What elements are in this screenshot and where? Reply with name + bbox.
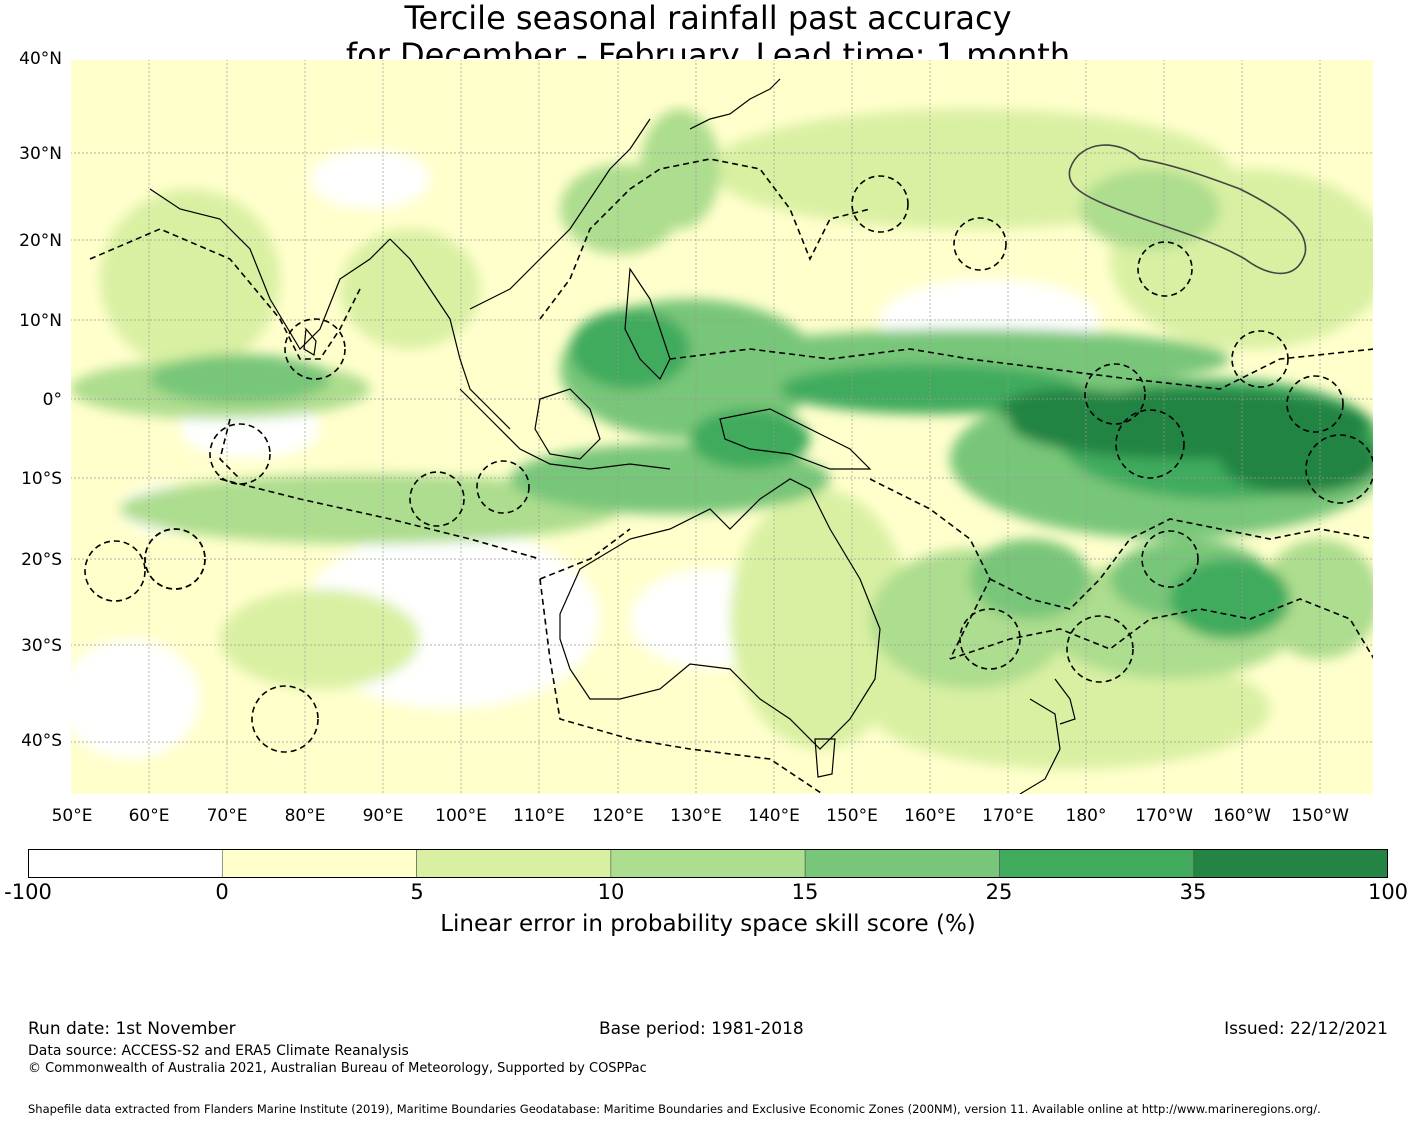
- colorbar-segment: [610, 849, 806, 878]
- japan-coastline: [689, 78, 781, 130]
- eez-east-asia: [539, 158, 871, 320]
- colorbar-segment: [804, 849, 1000, 878]
- lat-label-20n: 20°N: [19, 231, 62, 251]
- eez-island-circle: [851, 175, 909, 233]
- lon-label-170w: 170°W: [1135, 806, 1193, 826]
- colorbar-segment: [28, 849, 223, 878]
- lon-label-160w: 160°W: [1213, 806, 1271, 826]
- lon-label-120e: 120°E: [592, 806, 644, 826]
- coastlines: [149, 78, 1076, 795]
- lon-label-90e: 90°E: [362, 806, 404, 826]
- eez-island-circle: [959, 608, 1021, 670]
- colorbar-tick-label: 25: [985, 880, 1013, 904]
- new-guinea-coastline: [719, 408, 872, 470]
- colorbar-tick-label: -100: [4, 880, 52, 904]
- southeast-asia-coastline: [389, 118, 651, 430]
- lon-label-70e: 70°E: [206, 806, 248, 826]
- eez-island-circle: [1084, 363, 1146, 425]
- lat-label-20s: 20°S: [21, 550, 62, 570]
- colorbar-segment: [221, 849, 417, 878]
- lon-label-140e: 140°E: [748, 806, 800, 826]
- india-coastline: [149, 188, 391, 350]
- eez-island-circle: [953, 217, 1007, 271]
- eez-island-circle: [409, 471, 465, 527]
- lon-label-150w: 150°W: [1291, 806, 1349, 826]
- colorbar: [28, 849, 1388, 878]
- lat-label-40n: 40°N: [19, 49, 62, 69]
- eez-island-circle: [476, 460, 530, 514]
- shapefile-credit: Shapefile data extracted from Flanders M…: [28, 1102, 1321, 1116]
- colorbar-tick-label: 5: [410, 880, 424, 904]
- eez-australia: [539, 528, 826, 795]
- lat-label-30n: 30°N: [19, 144, 62, 164]
- new-zealand-coastline: [1019, 678, 1076, 795]
- colorbar-tick-label: 10: [597, 880, 625, 904]
- colorbar-tick-label: 100: [1367, 880, 1409, 904]
- colorbar-segment: [999, 849, 1195, 878]
- lon-label-100e: 100°E: [435, 806, 487, 826]
- sri-lanka-coastline: [303, 327, 317, 356]
- colorbar-tick-label: 15: [791, 880, 819, 904]
- colorbar-label: Linear error in probability space skill …: [440, 911, 976, 937]
- colorbar-tick-label: 35: [1179, 880, 1207, 904]
- australia-coastline: [559, 478, 881, 750]
- lon-label-160e: 160°E: [904, 806, 956, 826]
- eez-island-circle: [144, 528, 206, 590]
- eez-island-circle: [84, 540, 146, 602]
- lat-label-10n: 10°N: [19, 311, 62, 331]
- eez-pacific-belt: [669, 348, 1374, 390]
- lon-label-110e: 110°E: [513, 806, 565, 826]
- colorbar-tick-label: 0: [215, 880, 229, 904]
- colorbar-segment: [1193, 849, 1388, 878]
- borneo-coastline: [534, 388, 601, 460]
- eez-hawaii: [1068, 144, 1307, 275]
- lon-label-150e: 150°E: [826, 806, 878, 826]
- eez-boundaries: [84, 158, 1374, 795]
- lon-label-50e: 50°E: [51, 806, 93, 826]
- eez-indian-ocean: [89, 228, 361, 480]
- eez-island-circle: [1066, 615, 1134, 683]
- sumatra-java-coastline: [459, 388, 671, 470]
- eez-island-circle: [1231, 330, 1289, 388]
- tasmania-coastline: [814, 738, 836, 778]
- eez-island-circle: [251, 685, 319, 753]
- lat-label-10s: 10°S: [21, 469, 62, 489]
- base-period: Base period: 1981-2018: [599, 1019, 804, 1039]
- lat-label-30s: 30°S: [21, 636, 62, 656]
- philippines-coastline: [624, 267, 671, 381]
- eez-island-circle: [1137, 241, 1193, 297]
- eez-island-circle: [1115, 409, 1185, 479]
- eez-island-circle: [1305, 434, 1374, 504]
- lon-label-170e: 170°E: [982, 806, 1034, 826]
- graticule: [70, 59, 1374, 795]
- eez-island-circle: [1141, 530, 1199, 588]
- eez-south-pacific: [949, 598, 1374, 660]
- map-title-line1: Tercile seasonal rainfall past accuracy: [404, 0, 1012, 37]
- lon-label-130e: 130°E: [670, 806, 722, 826]
- data-source: Data source: ACCESS-S2 and ERA5 Climate …: [28, 1043, 409, 1059]
- run-date: Run date: 1st November: [28, 1019, 236, 1039]
- eez-island-circle: [209, 423, 271, 485]
- copyright: © Commonwealth of Australia 2021, Austra…: [28, 1061, 647, 1076]
- eez-island-circle: [284, 318, 346, 380]
- issued-date: Issued: 22/12/2021: [1224, 1019, 1388, 1039]
- lon-label-80e: 80°E: [284, 806, 326, 826]
- eez-island-circle: [1286, 375, 1344, 433]
- lat-label-0: 0°: [42, 390, 62, 410]
- lat-label-40s: 40°S: [21, 731, 62, 751]
- skill-score-map: [70, 59, 1374, 795]
- eez-melanesia: [869, 478, 1374, 660]
- eez-indonesia-south: [219, 478, 541, 560]
- colorbar-segment: [416, 849, 612, 878]
- lon-label-60e: 60°E: [128, 806, 170, 826]
- lon-label-180: 180°: [1065, 806, 1107, 826]
